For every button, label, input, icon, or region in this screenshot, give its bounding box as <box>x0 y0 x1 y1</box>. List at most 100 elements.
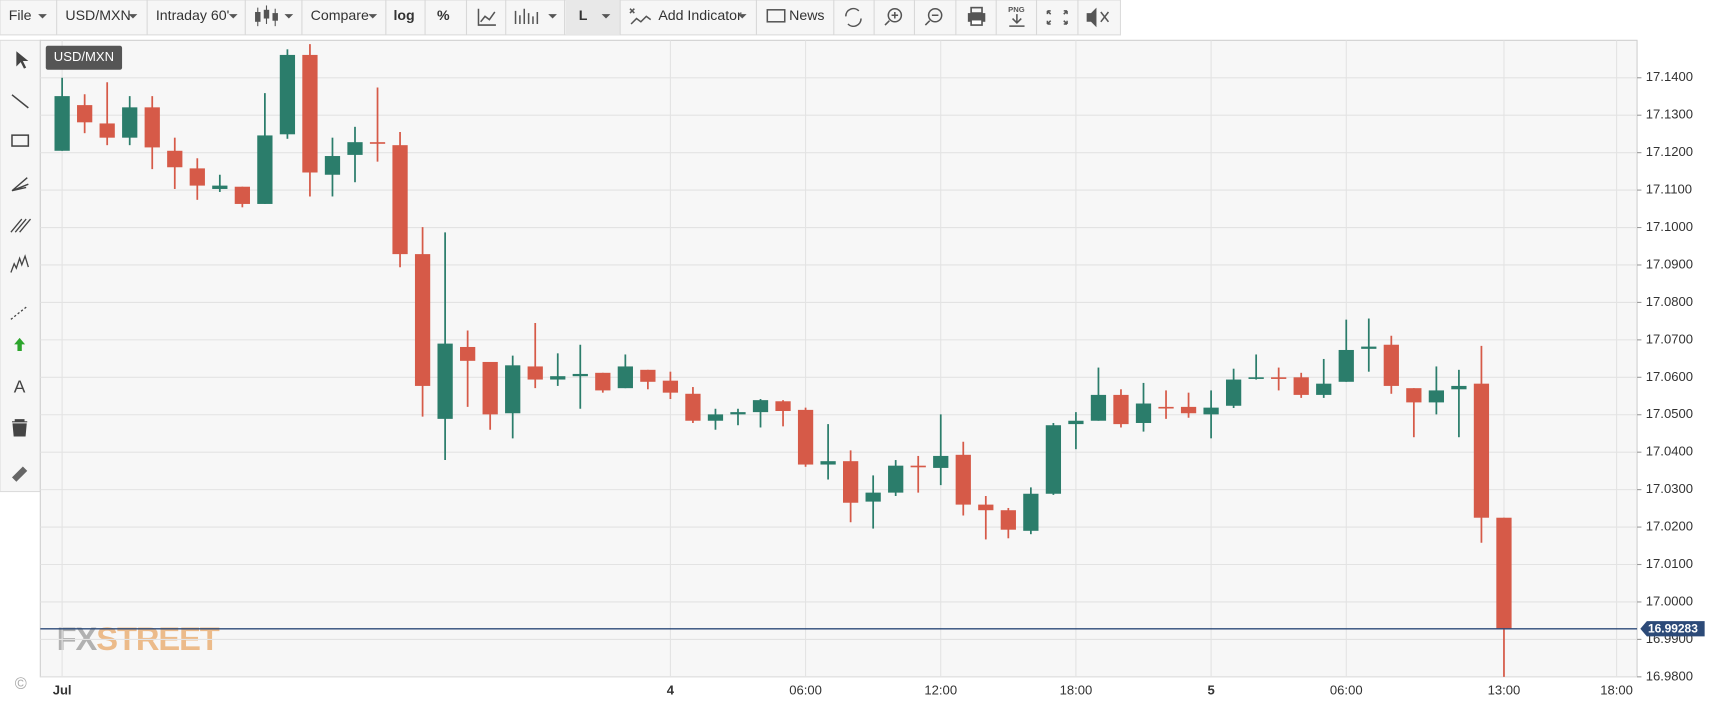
arrow-line-tool[interactable] <box>10 305 28 320</box>
candle-body <box>1068 420 1084 425</box>
candle-body <box>933 455 949 468</box>
watermark-fx: FX <box>57 620 98 657</box>
channel-tool[interactable] <box>10 218 32 233</box>
candle-body <box>775 401 791 412</box>
symbol-menu[interactable]: USD/MXN <box>65 8 130 24</box>
log-button[interactable]: log <box>393 8 414 24</box>
candle-body <box>910 465 926 468</box>
candle-body <box>752 400 769 413</box>
y-tick-label: 17.0600 <box>1646 369 1693 384</box>
x-tick-label: 5 <box>1207 682 1214 697</box>
toolbar-items: File USD/MXN Intraday 60' Compare log % … <box>9 0 1110 35</box>
candle-body <box>595 372 611 391</box>
chart-style-button[interactable] <box>477 8 496 26</box>
candle-body <box>167 150 183 168</box>
candle-body <box>257 135 273 204</box>
fullscreen-button[interactable] <box>1046 10 1068 25</box>
news-button[interactable]: News <box>789 8 824 24</box>
arrow-tool[interactable] <box>14 337 26 351</box>
ruler-tool[interactable] <box>11 466 28 482</box>
y-tick-label: 17.0300 <box>1646 481 1693 496</box>
candle-body <box>1293 377 1309 395</box>
drawing-toolbar <box>0 39 41 493</box>
x-tick-label: 18:00 <box>1600 682 1633 697</box>
file-menu[interactable]: File <box>9 8 32 24</box>
candle-body <box>550 376 566 380</box>
last-price-label: 16.99283 <box>1648 622 1698 636</box>
png-button[interactable]: PNG <box>1008 5 1025 14</box>
compare-menu[interactable]: Compare <box>311 8 369 24</box>
candle-body <box>99 123 115 138</box>
candle-body <box>640 369 656 382</box>
percent-button[interactable]: % <box>437 8 450 24</box>
candle-body <box>122 107 138 138</box>
candle-body <box>617 366 633 389</box>
y-tick-label: 17.1300 <box>1646 107 1693 122</box>
candle-body <box>1090 394 1107 421</box>
copyright: © <box>15 675 27 693</box>
candle-body <box>978 504 994 511</box>
dropdown-arrow <box>601 14 611 19</box>
interval-menu[interactable]: Intraday 60' <box>156 8 230 24</box>
y-tick-label: 17.0500 <box>1646 406 1693 421</box>
candle-body <box>527 366 543 380</box>
delete-tool[interactable] <box>11 419 28 437</box>
x-tick-label: 06:00 <box>1330 682 1363 697</box>
chart-type-button[interactable] <box>255 5 294 27</box>
candle-body <box>324 156 341 175</box>
x-tick-label: 13:00 <box>1488 682 1521 697</box>
line-tool[interactable] <box>11 94 29 109</box>
candle-body <box>505 365 521 414</box>
zoom-out-button[interactable] <box>924 7 943 26</box>
zoom-in-button[interactable] <box>884 7 903 26</box>
line-button[interactable]: L <box>579 8 588 24</box>
candle-body <box>414 254 431 386</box>
indicator-icon <box>629 8 652 25</box>
mute-button[interactable] <box>1086 7 1110 28</box>
rectangle-tool[interactable] <box>11 134 30 147</box>
text-tool[interactable]: A <box>14 377 26 397</box>
candle-body <box>437 343 453 419</box>
candle-body <box>77 105 93 123</box>
x-tick-label: 18:00 <box>1060 682 1093 697</box>
candle-body <box>1406 388 1422 403</box>
y-tick-label: 17.0800 <box>1646 294 1693 309</box>
last-price-tag-bg <box>1640 621 1705 637</box>
fan-tool[interactable] <box>11 177 29 192</box>
candle-body <box>460 346 476 361</box>
candle-body <box>865 492 881 502</box>
y-tick-label: 17.1100 <box>1646 182 1692 197</box>
candle-body <box>955 454 971 505</box>
candle-body <box>572 373 588 377</box>
candle-body <box>1203 407 1219 415</box>
candle-body <box>707 414 724 421</box>
candle-body <box>843 461 859 503</box>
y-tick-label: 17.0400 <box>1646 444 1693 459</box>
candle-body <box>730 412 746 415</box>
download-icon <box>1009 14 1025 27</box>
dropdown-arrow <box>128 14 138 19</box>
pointer-tool[interactable] <box>16 51 29 69</box>
candle-body <box>1361 346 1377 349</box>
add-indicator-menu[interactable]: Add Indicator <box>658 8 742 24</box>
candle-body <box>820 461 836 465</box>
y-tick-label: 17.1200 <box>1646 144 1693 159</box>
overlay: 16.980016.990017.000017.010017.020017.03… <box>40 45 1705 697</box>
symbol-tag: USD/MXN <box>54 49 114 64</box>
candle-body <box>1000 510 1016 530</box>
dropdown-arrow <box>737 14 747 19</box>
candle-body <box>1271 377 1287 379</box>
y-tick-label: 17.0700 <box>1646 331 1693 346</box>
refresh-button[interactable] <box>845 7 862 27</box>
dropdown-arrow <box>368 14 378 19</box>
bars-button[interactable] <box>514 8 539 24</box>
candle-body <box>1225 379 1242 406</box>
print-button[interactable] <box>967 6 986 26</box>
candle-body <box>54 96 70 151</box>
pattern-tool[interactable] <box>10 254 29 273</box>
candle-body <box>1428 390 1445 403</box>
x-tick-label: Jul <box>53 682 72 697</box>
candle-body <box>347 142 363 155</box>
y-tick-label: 17.1400 <box>1646 69 1693 84</box>
